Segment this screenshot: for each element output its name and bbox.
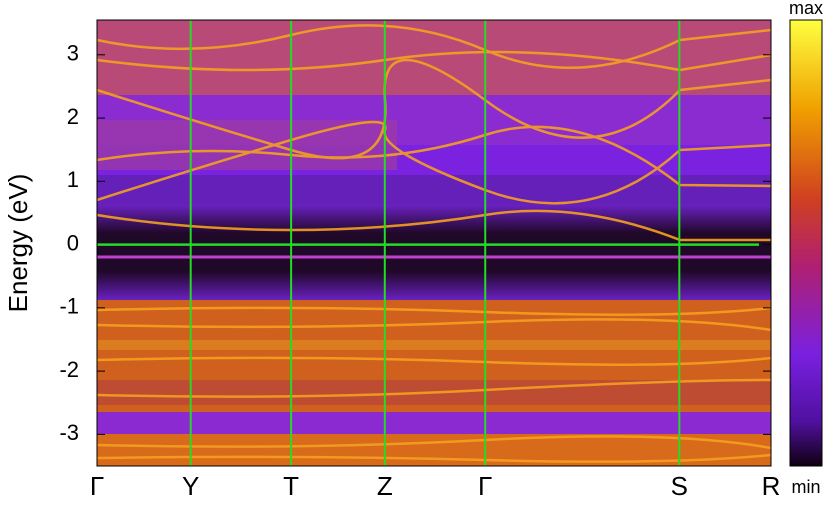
x-tick-label: Γ bbox=[478, 471, 492, 500]
y-tick-label: -2 bbox=[59, 357, 79, 382]
y-tick-label: 3 bbox=[67, 41, 79, 66]
x-tick-label: Z bbox=[377, 471, 393, 500]
heatmap bbox=[96, 20, 772, 466]
x-tick-label: S bbox=[671, 471, 688, 500]
y-tick-label: -3 bbox=[59, 420, 79, 445]
x-tick-label: Γ bbox=[90, 471, 104, 500]
axes: -3 -2 -1 0 1 2 3 Γ Y T Z Γ S R bbox=[59, 20, 781, 501]
colorbar-min: min bbox=[791, 477, 820, 497]
y-tick-label: 2 bbox=[67, 104, 79, 129]
y-tick-label: 1 bbox=[67, 167, 79, 192]
x-tick-label: Y bbox=[182, 471, 199, 500]
y-tick-label: -1 bbox=[59, 294, 79, 319]
colorbar bbox=[789, 19, 823, 467]
colorbar-max: max bbox=[789, 0, 823, 18]
x-tick-label: T bbox=[283, 471, 299, 500]
y-tick-label: 0 bbox=[67, 230, 79, 255]
y-axis-label: Energy (eV) bbox=[3, 174, 33, 313]
plot-frame bbox=[96, 19, 772, 467]
x-tick-label: R bbox=[762, 471, 781, 500]
